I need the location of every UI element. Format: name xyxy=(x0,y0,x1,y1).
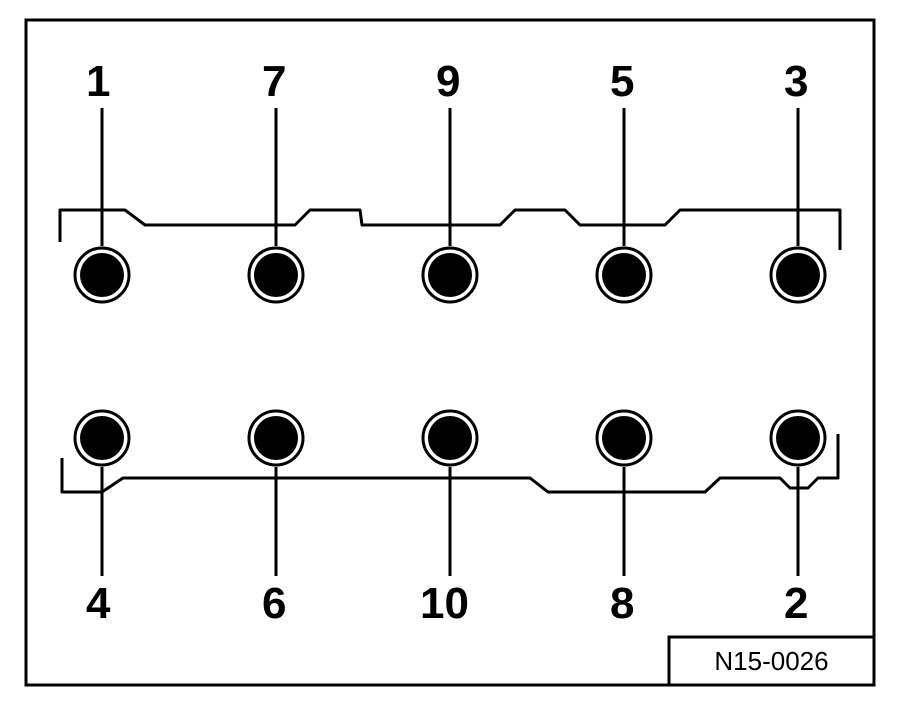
bolt-label-6: 6 xyxy=(262,579,286,628)
bolt-head-9 xyxy=(428,253,472,297)
bolt-label-10: 10 xyxy=(420,579,469,628)
bolt-head-5 xyxy=(602,253,646,297)
diagram-stage: 1 7 9 5 3 4 6 10 8 2 N15-0026 xyxy=(0,0,900,722)
bolt-label-2: 2 xyxy=(784,579,808,628)
bolt-label-8: 8 xyxy=(610,579,634,628)
bolt-label-1: 1 xyxy=(86,57,110,106)
bolt-label-3: 3 xyxy=(784,57,808,106)
bolt-head-7 xyxy=(254,253,298,297)
bolt-label-5: 5 xyxy=(610,57,634,106)
bolt-head-10 xyxy=(428,416,472,460)
bolt-head-6 xyxy=(254,416,298,460)
bolt-label-7: 7 xyxy=(262,57,286,106)
bolt-head-3 xyxy=(776,253,820,297)
bolts-group: 1 7 9 5 3 4 6 10 8 2 xyxy=(75,57,825,628)
reference-label: N15-0026 xyxy=(714,646,828,676)
bolt-head-2 xyxy=(776,416,820,460)
bolt-head-8 xyxy=(602,416,646,460)
bolt-label-9: 9 xyxy=(436,57,460,106)
bolt-head-4 xyxy=(80,416,124,460)
diagram-svg: 1 7 9 5 3 4 6 10 8 2 N15-0026 xyxy=(0,0,900,722)
reference-box: N15-0026 xyxy=(669,637,874,685)
bolt-label-4: 4 xyxy=(86,579,111,628)
bolt-head-1 xyxy=(80,253,124,297)
